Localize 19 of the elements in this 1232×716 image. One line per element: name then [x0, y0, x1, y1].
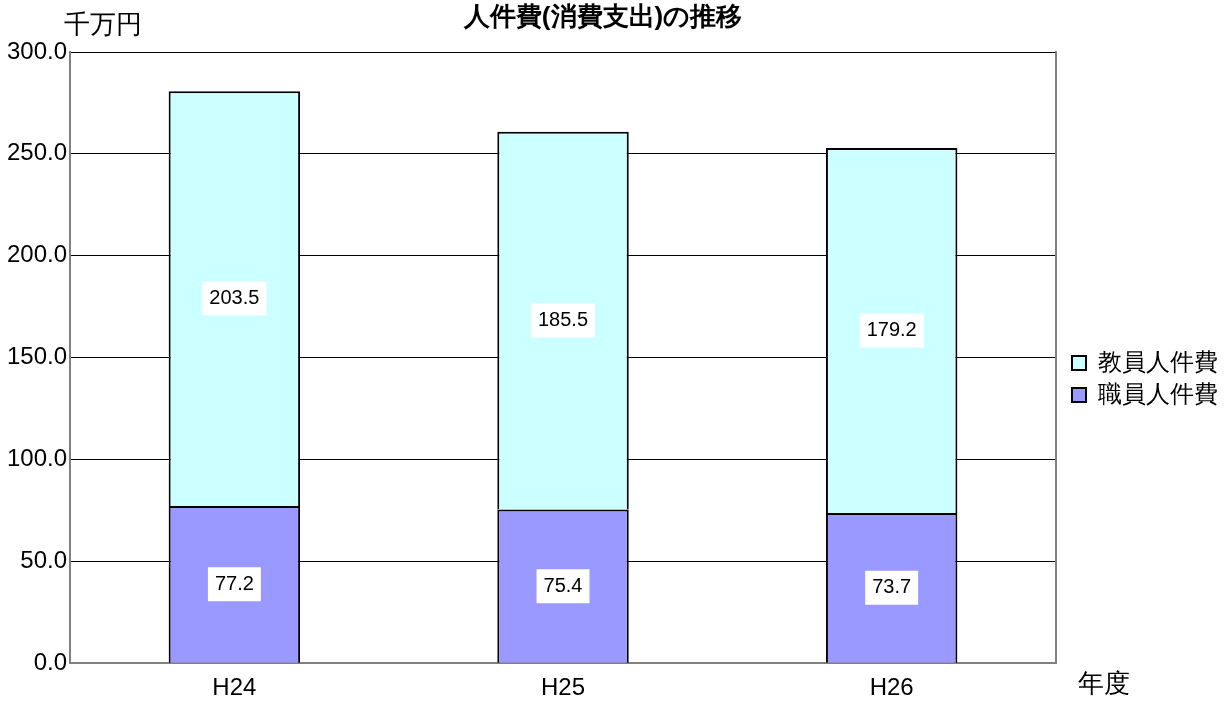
y-tick-label: 100.0 — [7, 444, 68, 472]
x-tick-label: H25 — [541, 673, 586, 701]
y-tick-label: 150.0 — [7, 342, 68, 370]
data-label: 185.5 — [538, 308, 589, 331]
y-tick-label: 50.0 — [20, 545, 68, 573]
x-tick-label: H24 — [212, 673, 257, 701]
data-label: 179.2 — [866, 318, 917, 341]
data-label: 203.5 — [209, 286, 260, 309]
y-tick-label: 250.0 — [7, 138, 68, 166]
y-tick-label: 0.0 — [33, 647, 68, 675]
chart-title: 人件費(消費支出)の推移 — [462, 1, 743, 32]
x-axis-title: 年度 — [1078, 668, 1130, 699]
data-label: 75.4 — [543, 573, 583, 596]
legend-label: 職員人件費 — [1098, 379, 1218, 407]
x-tick-label: H26 — [869, 673, 914, 701]
data-label: 73.7 — [872, 575, 912, 598]
legend-label: 教員人件費 — [1098, 347, 1218, 375]
y-tick-label: 200.0 — [7, 240, 68, 268]
data-label: 77.2 — [214, 571, 254, 594]
